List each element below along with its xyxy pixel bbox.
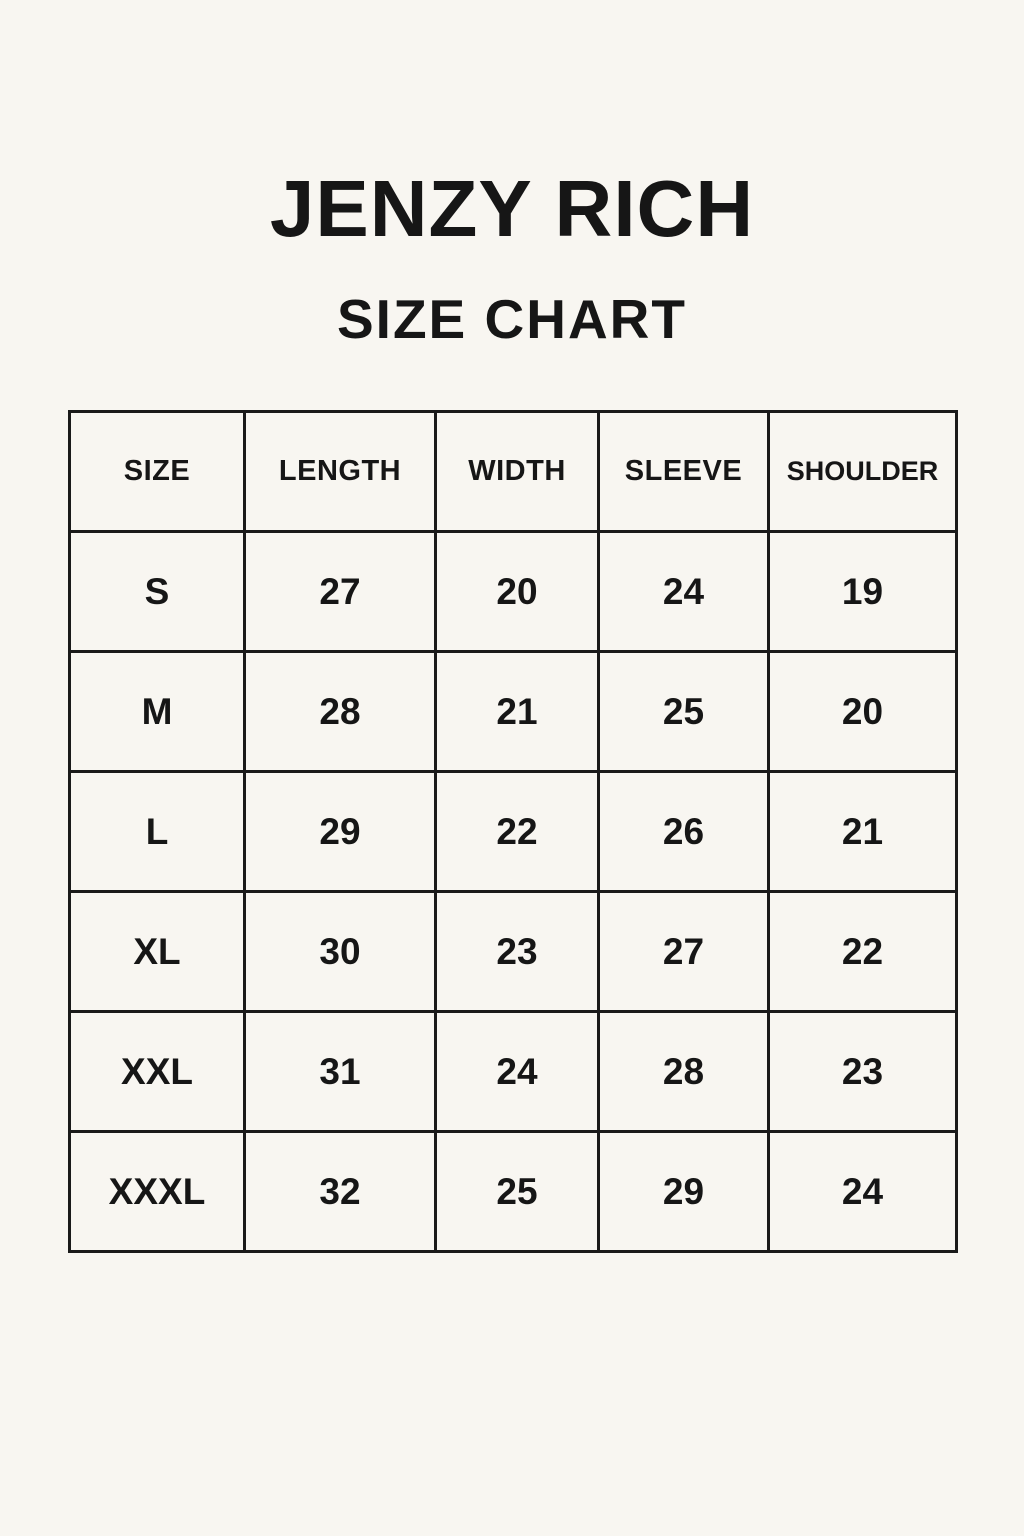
width-value: 24 (434, 1010, 600, 1133)
length-value: 30 (243, 890, 437, 1013)
length-value: 29 (243, 770, 437, 893)
shoulder-value: 23 (767, 1010, 958, 1133)
table-row: M 28 21 25 20 (68, 650, 958, 773)
table-row: S 27 20 24 19 (68, 530, 958, 653)
page-subtitle: SIZE CHART (337, 288, 687, 350)
column-header-size: SIZE (68, 410, 246, 533)
sleeve-value: 28 (597, 1010, 770, 1133)
size-label: M (68, 650, 246, 773)
table-row: L 29 22 26 21 (68, 770, 958, 893)
brand-title: JENZY RICH (269, 164, 755, 253)
shoulder-value: 21 (767, 770, 958, 893)
width-value: 22 (434, 770, 600, 893)
width-value: 25 (434, 1130, 600, 1253)
shoulder-value: 22 (767, 890, 958, 1013)
width-value: 23 (434, 890, 600, 1013)
table-row: XXXL 32 25 29 24 (68, 1130, 958, 1253)
size-chart-table: SIZE LENGTH WIDTH SLEEVE SHOULDER S 27 2… (68, 410, 958, 1253)
shoulder-value: 19 (767, 530, 958, 653)
column-header-sleeve: SLEEVE (597, 410, 770, 533)
column-header-width: WIDTH (434, 410, 600, 533)
table-header-row: SIZE LENGTH WIDTH SLEEVE SHOULDER (68, 410, 958, 533)
sleeve-value: 29 (597, 1130, 770, 1253)
sleeve-value: 24 (597, 530, 770, 653)
sleeve-value: 26 (597, 770, 770, 893)
sleeve-value: 25 (597, 650, 770, 773)
size-label: XXXL (68, 1130, 246, 1253)
width-value: 21 (434, 650, 600, 773)
table-row: XL 30 23 27 22 (68, 890, 958, 1013)
size-label: S (68, 530, 246, 653)
size-label: L (68, 770, 246, 893)
length-value: 32 (243, 1130, 437, 1253)
length-value: 27 (243, 530, 437, 653)
column-header-shoulder: SHOULDER (767, 410, 958, 533)
size-label: XXL (68, 1010, 246, 1133)
size-label: XL (68, 890, 246, 1013)
length-value: 31 (243, 1010, 437, 1133)
table-row: XXL 31 24 28 23 (68, 1010, 958, 1133)
length-value: 28 (243, 650, 437, 773)
width-value: 20 (434, 530, 600, 653)
shoulder-value: 24 (767, 1130, 958, 1253)
shoulder-value: 20 (767, 650, 958, 773)
column-header-length: LENGTH (243, 410, 437, 533)
sleeve-value: 27 (597, 890, 770, 1013)
